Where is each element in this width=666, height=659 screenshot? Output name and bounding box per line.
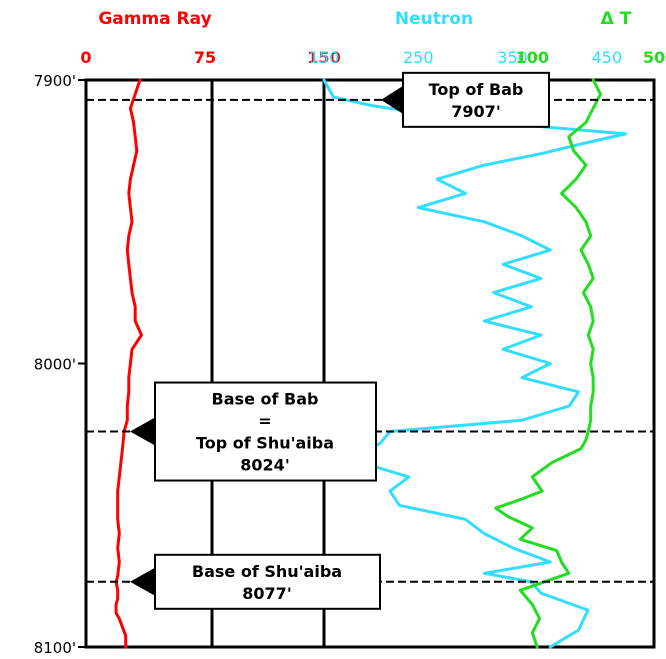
tick-label-0-0: 0	[80, 48, 91, 67]
tick-label-1-1: 250	[403, 48, 434, 67]
log-curves	[114, 78, 628, 649]
horizon-label-1-1: =	[258, 412, 271, 431]
depth-label-0: 7900'	[34, 72, 76, 90]
horizon-label-2-1: 8077'	[242, 584, 291, 603]
curve-0	[114, 78, 143, 649]
horizon-arrow-1	[130, 417, 155, 446]
horizon-label-1-0: Base of Bab	[212, 390, 319, 409]
tick-label-0-2: 150	[307, 48, 340, 67]
horizon-label-1-2: Top of Shu'aiba	[196, 434, 334, 453]
depth-label-2: 8100'	[34, 639, 76, 657]
neutron-title: Neutron	[395, 9, 473, 29]
horizon-label-0-1: 7907'	[451, 102, 500, 121]
horizon-label-1-3: 8024'	[240, 456, 289, 475]
tick-label-0-1: 75	[194, 48, 216, 67]
horizon-markers: Top of Bab 7907' Base of Bab = Top of Shu'ai…	[86, 71, 654, 610]
horizon-box-1	[154, 381, 377, 482]
gamma-ray-title: Gamma Ray	[98, 9, 211, 29]
tick-label-1-2: 350	[497, 48, 528, 67]
header-titles: Gamma Ray Neutron Δ T	[98, 9, 631, 29]
depth-label-1: 8000'	[34, 356, 76, 374]
tick-label-1-0: 150	[309, 48, 340, 67]
horizon-label-0-0: Top of Bab	[429, 80, 524, 99]
delta-t-title: Δ T	[601, 9, 632, 29]
tick-label-2-1: 50	[643, 48, 665, 67]
horizon-arrow-2	[130, 567, 155, 596]
curve-2	[494, 78, 602, 649]
horizon-label-2-0: Base of Shu'aiba	[192, 562, 342, 581]
depth-axis: 7900' 8000' 8100'	[34, 72, 86, 657]
tick-label-2-0: 100	[516, 48, 549, 67]
horizon-arrow-0	[381, 85, 403, 114]
tick-label-1-3: 450	[592, 48, 623, 67]
horizon-box-2	[154, 553, 381, 610]
